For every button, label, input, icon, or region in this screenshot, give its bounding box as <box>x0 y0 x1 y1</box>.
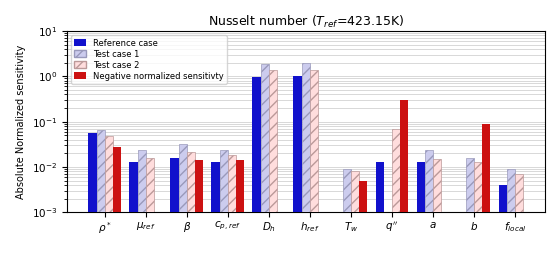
Bar <box>252 77 261 259</box>
Bar <box>211 162 220 259</box>
Bar <box>220 150 228 259</box>
Bar <box>425 150 433 259</box>
Bar <box>88 133 97 259</box>
Bar <box>187 152 195 259</box>
Title: Nusselt number ($T_{ref}$=423.15K): Nusselt number ($T_{ref}$=423.15K) <box>208 13 404 30</box>
Bar <box>310 70 318 259</box>
Bar <box>261 64 269 259</box>
Bar <box>138 150 146 259</box>
Bar <box>342 169 351 259</box>
Bar <box>482 124 490 259</box>
Bar <box>302 63 310 259</box>
Bar <box>433 159 441 259</box>
Bar <box>269 70 277 259</box>
Bar <box>466 158 474 259</box>
Bar <box>195 160 203 259</box>
Legend: Reference case, Test case 1, Test case 2, Negative normalized sensitivty: Reference case, Test case 1, Test case 2… <box>71 35 227 84</box>
Bar <box>474 162 482 259</box>
Bar <box>236 160 244 259</box>
Bar <box>507 169 515 259</box>
Bar <box>416 162 425 259</box>
Bar <box>515 174 523 259</box>
Bar <box>130 162 138 259</box>
Bar <box>113 147 121 259</box>
Bar <box>499 185 507 259</box>
Bar <box>375 162 384 259</box>
Bar <box>178 144 187 259</box>
Bar <box>146 158 154 259</box>
Bar <box>171 158 178 259</box>
Bar <box>359 181 368 259</box>
Bar <box>392 129 400 259</box>
Y-axis label: Absolute Normalized sensitivity: Absolute Normalized sensitivity <box>16 45 26 199</box>
Bar <box>351 171 359 259</box>
Bar <box>228 155 236 259</box>
Bar <box>105 136 113 259</box>
Bar <box>97 130 105 259</box>
Bar <box>294 76 302 259</box>
Bar <box>400 100 408 259</box>
